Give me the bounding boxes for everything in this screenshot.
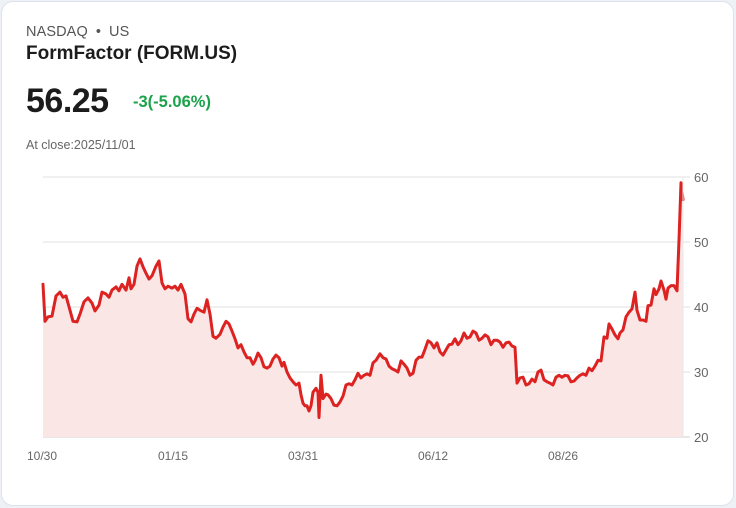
x-tick-label: 06/12 [418,449,448,463]
close-timestamp: At close:2025/11/01 [26,138,136,152]
x-axis-ticks: 10/30 01/15 03/31 06/12 08/26 [27,449,578,463]
price-change: -3(-5.06%) [133,93,211,111]
y-axis-ticks: 60 50 40 30 20 [694,170,708,445]
price-line [41,181,685,419]
y-tick-label: 60 [694,170,708,185]
x-tick-label: 10/30 [27,449,57,463]
y-tick-label: 30 [694,365,708,380]
stock-title: FormFactor (FORM.US) [26,43,238,64]
region-label: US [109,24,130,40]
x-tick-label: 01/15 [158,449,188,463]
exchange-line: NASDAQ • US [26,24,129,40]
price-area-fill [43,182,683,437]
exchange-label: NASDAQ [26,24,88,40]
x-tick-label: 03/31 [288,449,318,463]
y-tick-label: 40 [694,300,708,315]
separator-dot: • [95,24,102,40]
y-tick-label: 20 [694,430,708,445]
x-tick-label: 08/26 [548,449,578,463]
y-tick-label: 50 [694,235,708,250]
stock-price: 56.25 [26,82,109,120]
